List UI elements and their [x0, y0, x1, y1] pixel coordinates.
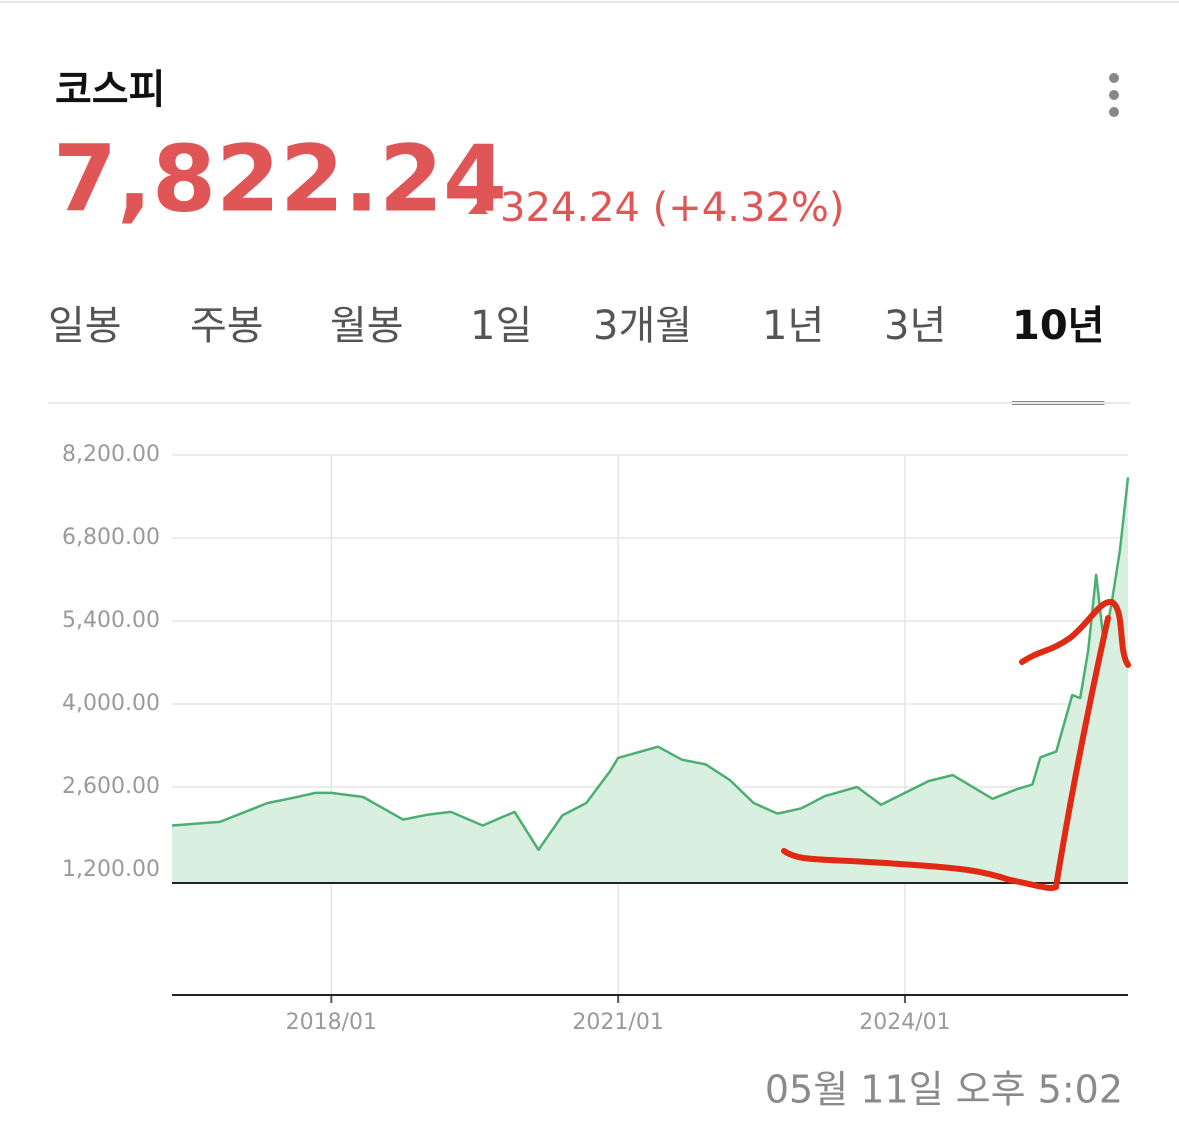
x-tick-label: 2024/01 — [859, 1010, 950, 1035]
period-tab[interactable]: 10년 — [1012, 303, 1104, 349]
period-tab[interactable]: 주봉 — [190, 303, 264, 349]
x-tick-label: 2021/01 — [572, 1010, 663, 1035]
period-tab[interactable]: 3개월 — [593, 303, 692, 349]
period-tabs: 일봉 주봉 월봉 1일 3개월 1년 3년 10년 — [48, 303, 1105, 405]
price: 7,822.24 — [53, 125, 507, 232]
index-name: 코스피 — [55, 67, 165, 113]
period-tab[interactable]: 월봉 — [330, 303, 404, 349]
y-tick-label: 8,200.00 — [62, 442, 160, 467]
y-tick-label: 5,400.00 — [62, 608, 160, 633]
y-tick-label: 2,600.00 — [62, 774, 160, 799]
price-change: 324.24 (+4.32%) — [500, 185, 844, 231]
more-menu[interactable] — [1109, 73, 1119, 117]
price-line — [171, 477, 1130, 852]
hand-annotation — [781, 599, 1131, 892]
period-tab[interactable]: 일봉 — [48, 303, 122, 349]
area-fill — [172, 477, 1128, 883]
timestamp: 05월 11일 오후 5:02 — [765, 1068, 1123, 1112]
period-tab[interactable]: 1일 — [470, 303, 532, 349]
x-tick-label: 2018/01 — [286, 1010, 377, 1035]
y-tick-label: 1,200.00 — [62, 857, 160, 882]
chart: 1,200.00 2,600.00 4,000.00 5,400.00 6,800.00… — [62, 442, 1130, 1035]
up-arrow — [468, 202, 488, 214]
period-tab[interactable]: 1년 — [762, 303, 824, 349]
y-tick-label: 4,000.00 — [62, 691, 160, 716]
y-tick-label: 6,800.00 — [62, 525, 160, 550]
period-tab[interactable]: 3년 — [884, 303, 946, 349]
